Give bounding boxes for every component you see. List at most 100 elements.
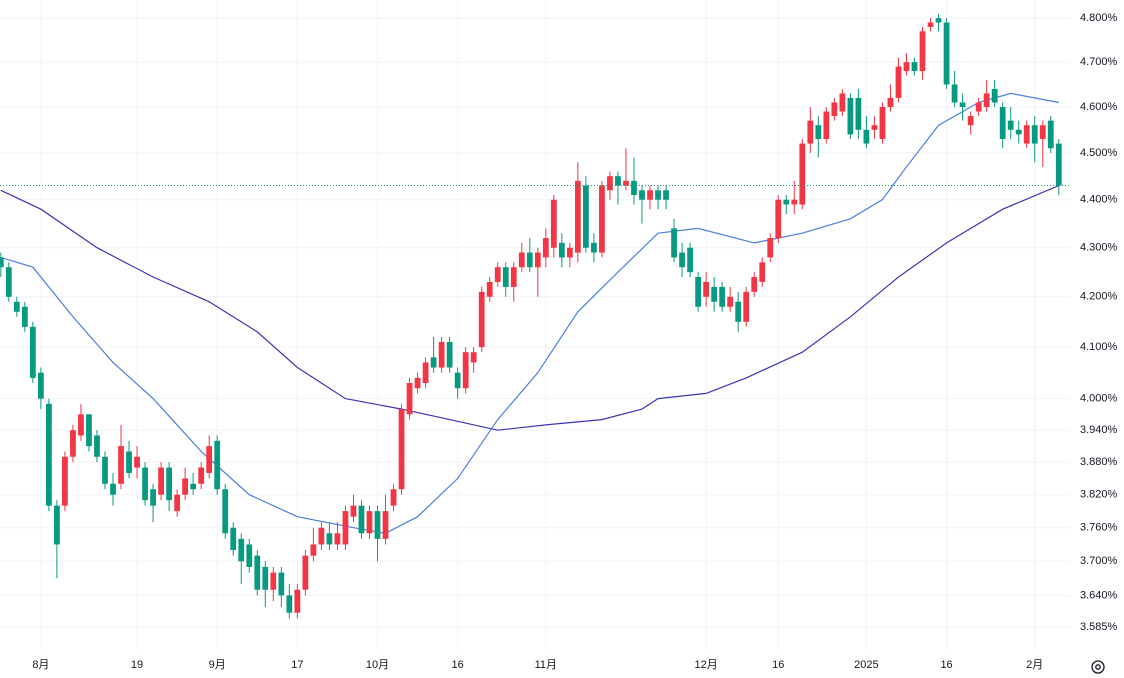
y-tick-label: 4.400% [1080, 194, 1118, 206]
candle-body [430, 357, 437, 368]
candle-body [759, 262, 766, 282]
candle-body [254, 555, 261, 590]
candle-body [462, 352, 469, 389]
candle-body [751, 277, 758, 292]
candle-body [134, 456, 140, 468]
grid [0, 0, 1070, 650]
candle-body [887, 97, 894, 107]
candle-body [895, 66, 902, 98]
candle-body [190, 483, 197, 490]
y-tick-label: 3.760% [1080, 522, 1118, 534]
candle-body [623, 180, 629, 186]
candle-body [935, 18, 942, 23]
candle-body [799, 143, 806, 205]
candle-body [478, 291, 485, 348]
candle-body [198, 467, 205, 484]
candle-body [607, 176, 613, 191]
candle-body [927, 22, 934, 27]
candle-body [983, 93, 990, 107]
candle-body [214, 440, 221, 490]
candle-body [102, 456, 108, 484]
candle-body [326, 533, 333, 545]
candle-body [126, 451, 132, 473]
candle-body [222, 489, 229, 534]
candle-body [37, 372, 44, 399]
candle-body [142, 467, 148, 501]
candle-body [903, 62, 910, 72]
candle-body [54, 505, 60, 545]
y-tick-label: 4.600% [1080, 101, 1118, 113]
candle-body [574, 180, 581, 253]
settings-button[interactable] [1091, 660, 1105, 674]
candle-body [831, 102, 838, 117]
candle-body [639, 190, 645, 200]
candle-body [246, 544, 253, 567]
candle-body [783, 199, 790, 205]
candle-body [318, 527, 325, 545]
axes: 4.800% 4.700% 4.600% 4.500% 4.400% 4.300% 4.20… [32, 12, 1117, 671]
y-tick-label: 3.820% [1080, 489, 1118, 501]
gear-outer[interactable] [1091, 660, 1105, 674]
candle-body [1007, 120, 1014, 130]
y-tick-label: 4.300% [1080, 242, 1118, 254]
x-tick-label: 11月 [535, 659, 557, 671]
x-tick-label: 2月 [1026, 659, 1043, 671]
candle-body [863, 129, 870, 144]
candle-body [0, 257, 4, 268]
candle-body [206, 446, 213, 473]
candle-body [86, 414, 92, 447]
x-tick-label: 10月 [366, 659, 389, 671]
candle-body [510, 267, 517, 287]
candle-body [486, 281, 493, 297]
gear-inner[interactable] [1095, 664, 1101, 670]
candle-body [591, 242, 597, 253]
candle-body [703, 281, 710, 297]
candle-body [550, 199, 557, 248]
candle-body [302, 555, 309, 590]
candle-body [911, 62, 918, 72]
candle-body [687, 247, 693, 273]
candle-body [270, 572, 277, 590]
candle-body [70, 430, 76, 457]
candle-body [847, 97, 854, 135]
candle-body [78, 414, 84, 436]
x-tick-label: 19 [131, 659, 143, 671]
candle-body [711, 286, 718, 302]
candle-body [29, 326, 36, 378]
candle-body [13, 301, 20, 312]
candle-body [1031, 125, 1038, 144]
candle-body [238, 538, 245, 562]
candle-body [1023, 125, 1030, 144]
y-tick-label: 4.700% [1080, 56, 1118, 68]
candle-body [991, 88, 998, 103]
y-tick-label: 4.100% [1080, 341, 1118, 353]
candle-body [334, 533, 341, 545]
x-tick-label: 16 [940, 659, 952, 671]
y-tick-label: 3.640% [1080, 589, 1118, 601]
moving-averages [0, 92, 1060, 534]
candle-body [583, 185, 589, 248]
candle-body [446, 342, 453, 368]
candle-body [174, 494, 181, 512]
candle-body [855, 97, 862, 130]
candle-body [879, 106, 886, 139]
candle-body [438, 342, 445, 368]
candle-body [815, 125, 822, 139]
candle-body [470, 352, 477, 363]
candle-body [671, 228, 677, 258]
candle-body [727, 296, 734, 307]
candle-body [182, 478, 189, 495]
candle-body [118, 446, 124, 484]
candle-body [286, 595, 293, 613]
candle-body [342, 511, 349, 545]
candle-body [150, 489, 156, 506]
candle-body [518, 252, 525, 268]
moving-average-line [0, 185, 1060, 431]
y-tick-label: 4.200% [1080, 291, 1118, 303]
candle-body [839, 93, 846, 112]
candle-body [46, 403, 52, 506]
candle-body [791, 199, 798, 205]
candle-body [1047, 120, 1054, 149]
candle-body [358, 505, 365, 534]
